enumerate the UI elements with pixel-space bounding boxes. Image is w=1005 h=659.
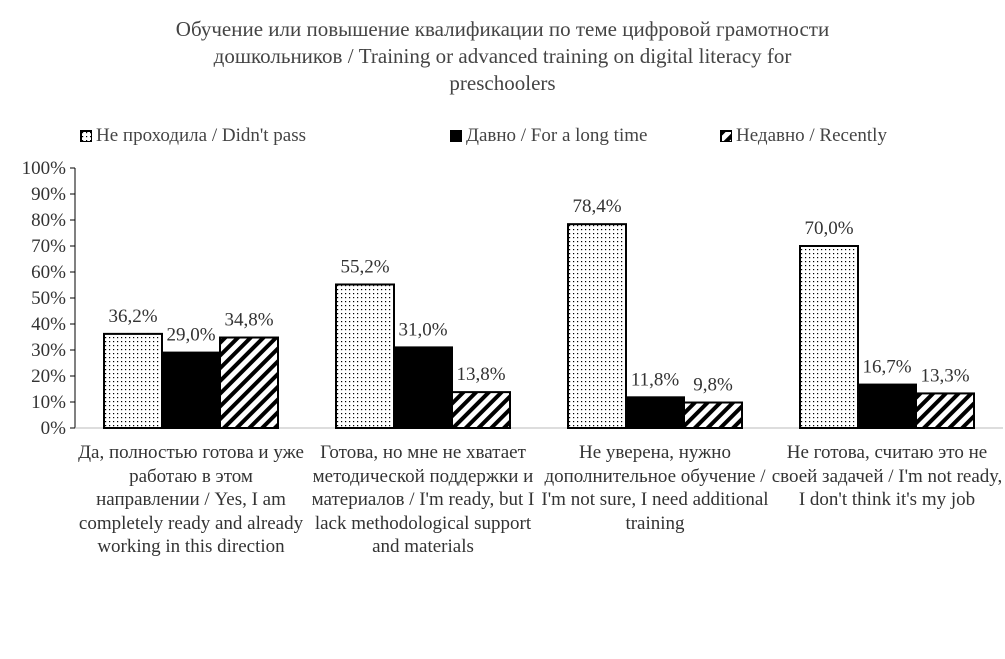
legend-item-didnt-pass: Не проходила / Didn't pass [80,125,306,147]
data-label: 11,8% [631,369,680,390]
data-label: 16,7% [862,357,911,378]
data-label: 70,0% [804,218,853,239]
data-label: 13,8% [456,364,505,385]
data-label: 13,3% [920,365,969,386]
category-label: Не готова, считаю это не своей задачей /… [771,442,1003,510]
legend-item-long-time: Давно / For a long time [450,125,647,147]
bar-2-2 [683,401,743,429]
dots-swatch [80,130,92,142]
category-label: Готова, но мне не хватает методической п… [311,442,535,557]
bar-0-2 [567,223,627,429]
bar-0-1 [335,283,395,430]
diagonal-swatch [720,130,732,142]
bar-0-0 [103,332,163,430]
y-tick-label: 70% [31,236,66,257]
y-tick-label: 80% [31,210,66,231]
y-tick-label: 40% [31,314,66,335]
solid-swatch [450,130,462,142]
y-tick-label: 20% [31,366,66,387]
bar-0-3 [799,245,859,429]
bar-1-3 [857,383,917,429]
y-tick-label: 60% [31,262,66,283]
title-line: дошкольников / Training or advanced trai… [213,44,792,68]
y-tick-label: 10% [31,392,66,413]
legend-label: Не проходила / Didn't pass [96,125,307,146]
category-label: Да, полностью готова и уже работаю в это… [78,442,304,557]
bar-1-1 [393,346,453,429]
y-tick-label: 30% [31,340,66,361]
y-tick-label: 90% [31,184,66,205]
bar-2-1 [451,391,511,429]
title-line: Обучение или повышение квалификации по т… [175,17,830,41]
bar-1-0 [161,351,221,430]
legend-item-recently: Недавно / Recently [720,125,887,147]
data-label: 78,4% [572,196,621,217]
legend-label: Недавно / Recently [736,125,887,146]
title-line: preschoolers [449,71,556,95]
y-tick-label: 100% [22,158,67,179]
data-label: 55,2% [340,256,389,277]
data-label: 31,0% [398,319,447,340]
bar-2-3 [915,392,975,430]
y-tick-label: 0% [41,418,67,439]
legend-label: Давно / For a long time [466,125,648,146]
data-label: 36,2% [108,306,157,327]
data-label: 9,8% [693,375,733,396]
data-label: 34,8% [224,310,273,331]
chart-title: Обучение или повышение квалификации по т… [0,16,1005,97]
category-label: Не уверена, нужно дополнительное обучени… [541,442,769,534]
y-tick-label: 50% [31,288,66,309]
bar-2-0 [219,336,279,429]
bar-1-2 [625,396,685,430]
data-label: 29,0% [166,325,215,346]
